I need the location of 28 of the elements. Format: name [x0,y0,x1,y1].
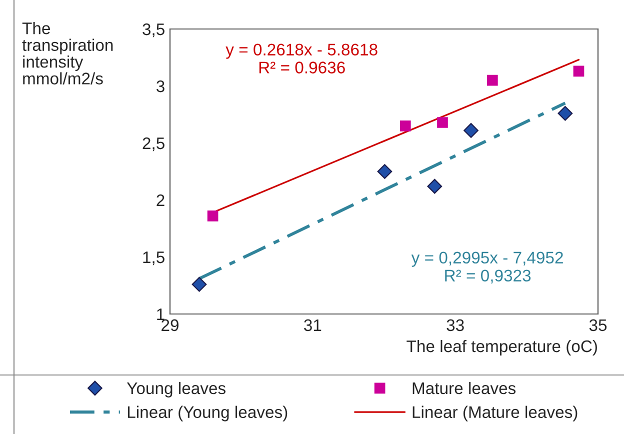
point [207,210,218,222]
x-tick-label: 31 [304,319,322,332]
y-tick-label: 3,5 [142,23,164,38]
point [437,117,448,128]
point [573,66,584,77]
legend-label: Young leaves [126,382,226,398]
y-tick-label: 1,5 [143,252,164,266]
point [464,123,478,138]
y-tick-label: 3 [156,80,164,92]
y-tick-label: 2 [156,194,164,206]
y-axis-title: The transpiration intensity mmol/m2/s [22,22,113,84]
point [400,120,411,132]
point [427,178,442,194]
point [377,164,392,179]
x-axis-title: The leaf temperature (oC) [406,340,597,356]
x-tick-label: 35 [589,319,607,332]
x-tick-label: 29 [162,319,178,332]
legend-label: Mature leaves [412,382,516,394]
point [487,74,498,86]
annotation: y = 0.2618x - 5.8618 R² = 0.9636 [226,44,378,74]
annotation: y = 0,2995x - 7,4952 R² = 0,9323 [411,252,563,284]
y-tick-label: 2,5 [142,137,164,152]
point [558,106,573,121]
y-tick-label: 1 [157,308,164,320]
point [192,276,207,292]
legend-label: Linear (Mature leaves) [412,406,578,422]
x-tick-label: 33 [446,319,464,332]
legend-label: Linear (Young leaves) [128,406,288,422]
